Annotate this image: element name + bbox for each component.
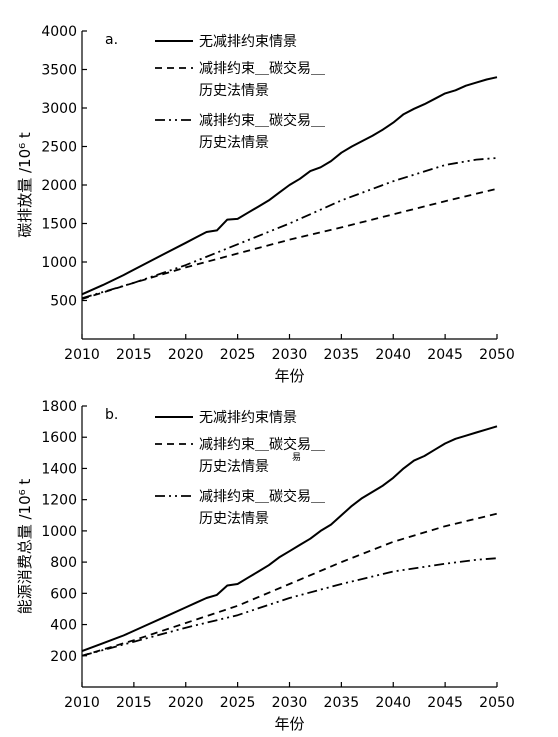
y-tick-label: 600 [50, 586, 77, 602]
x-tick-label: 2030 [272, 347, 308, 363]
series-line-1 [81, 76, 498, 296]
x-axis-title: 年份 [274, 367, 304, 385]
x-tick-label: 2020 [168, 347, 204, 363]
legend-entry-3: 减排约束＿碳交易＿ [199, 488, 325, 505]
x-tick-label: 2010 [64, 695, 100, 711]
stray-mark: 易 [292, 452, 301, 463]
legend-entry-1: 无减排约束情景 [199, 34, 297, 50]
x-tick-label: 2035 [324, 695, 360, 711]
series-line-3 [81, 557, 498, 657]
y-tick-label: 3500 [41, 63, 77, 79]
y-tick-label: 3000 [41, 101, 77, 117]
x-tick-label: 2040 [375, 347, 411, 363]
y-tick-label: 1000 [41, 255, 77, 271]
panel-label: a. [105, 32, 118, 48]
y-tick-label: 1600 [41, 430, 77, 446]
y-tick-label: 1800 [41, 399, 77, 415]
x-tick-label: 2025 [220, 347, 256, 363]
x-tick-label: 2010 [64, 347, 100, 363]
y-axis-title: 能源消费总量 /10⁶ t [16, 479, 34, 615]
series-line-2 [81, 187, 498, 300]
x-tick-label: 2050 [479, 347, 515, 363]
x-tick-label: 2020 [168, 695, 204, 711]
y-tick-label: 800 [50, 555, 77, 571]
x-tick-label: 2025 [220, 695, 256, 711]
legend-entry-2: 减排约束＿碳交易＿ [199, 60, 325, 77]
x-tick-label: 2045 [427, 347, 463, 363]
x-tick-label: 2015 [116, 347, 152, 363]
legend-entry-2: 减排约束＿碳交易＿ [199, 436, 325, 453]
y-tick-label: 200 [50, 649, 77, 665]
legend-entry-2: 历史法情景 [199, 83, 269, 99]
chart-panel-2: 200 400 600 800 1000 1200 1400 1600 1800 2010 2015… [16, 399, 515, 733]
legend-entry-1: 无减排约束情景 [199, 410, 297, 426]
legend-entry-3: 历史法情景 [199, 135, 269, 151]
y-tick-label: 1500 [41, 217, 77, 233]
x-axis-title: 年份 [274, 715, 304, 733]
series-line-1 [81, 425, 498, 653]
x-tick-label: 2040 [375, 695, 411, 711]
x-tick-label: 2035 [324, 347, 360, 363]
y-tick-label: 2000 [41, 178, 77, 194]
y-tick-label: 2500 [41, 140, 77, 156]
x-tick-label: 2045 [427, 695, 463, 711]
y-tick-label: 1200 [41, 493, 77, 509]
legend-entry-3: 减排约束＿碳交易＿ [199, 112, 325, 129]
x-tick-label: 2050 [479, 695, 515, 711]
y-tick-label: 4000 [41, 24, 77, 40]
panel-label: b. [105, 407, 118, 423]
legend-entry-2: 历史法情景 [199, 459, 269, 475]
legend-entry-3: 历史法情景 [199, 511, 269, 527]
y-tick-label: 400 [50, 618, 77, 634]
y-axis-title: 碳排放量 /10⁶ t [16, 132, 34, 238]
chart-panel-1: 500 1000 1500 2000 2500 3000 3500 4000 2010 2015 2… [16, 24, 515, 385]
y-tick-label: 1000 [41, 524, 77, 540]
series-line-3 [81, 157, 498, 300]
series-line-2 [81, 512, 498, 657]
x-tick-label: 2030 [272, 695, 308, 711]
y-tick-label: 1400 [41, 461, 77, 477]
y-tick-label: 500 [50, 294, 77, 310]
x-tick-label: 2015 [116, 695, 152, 711]
